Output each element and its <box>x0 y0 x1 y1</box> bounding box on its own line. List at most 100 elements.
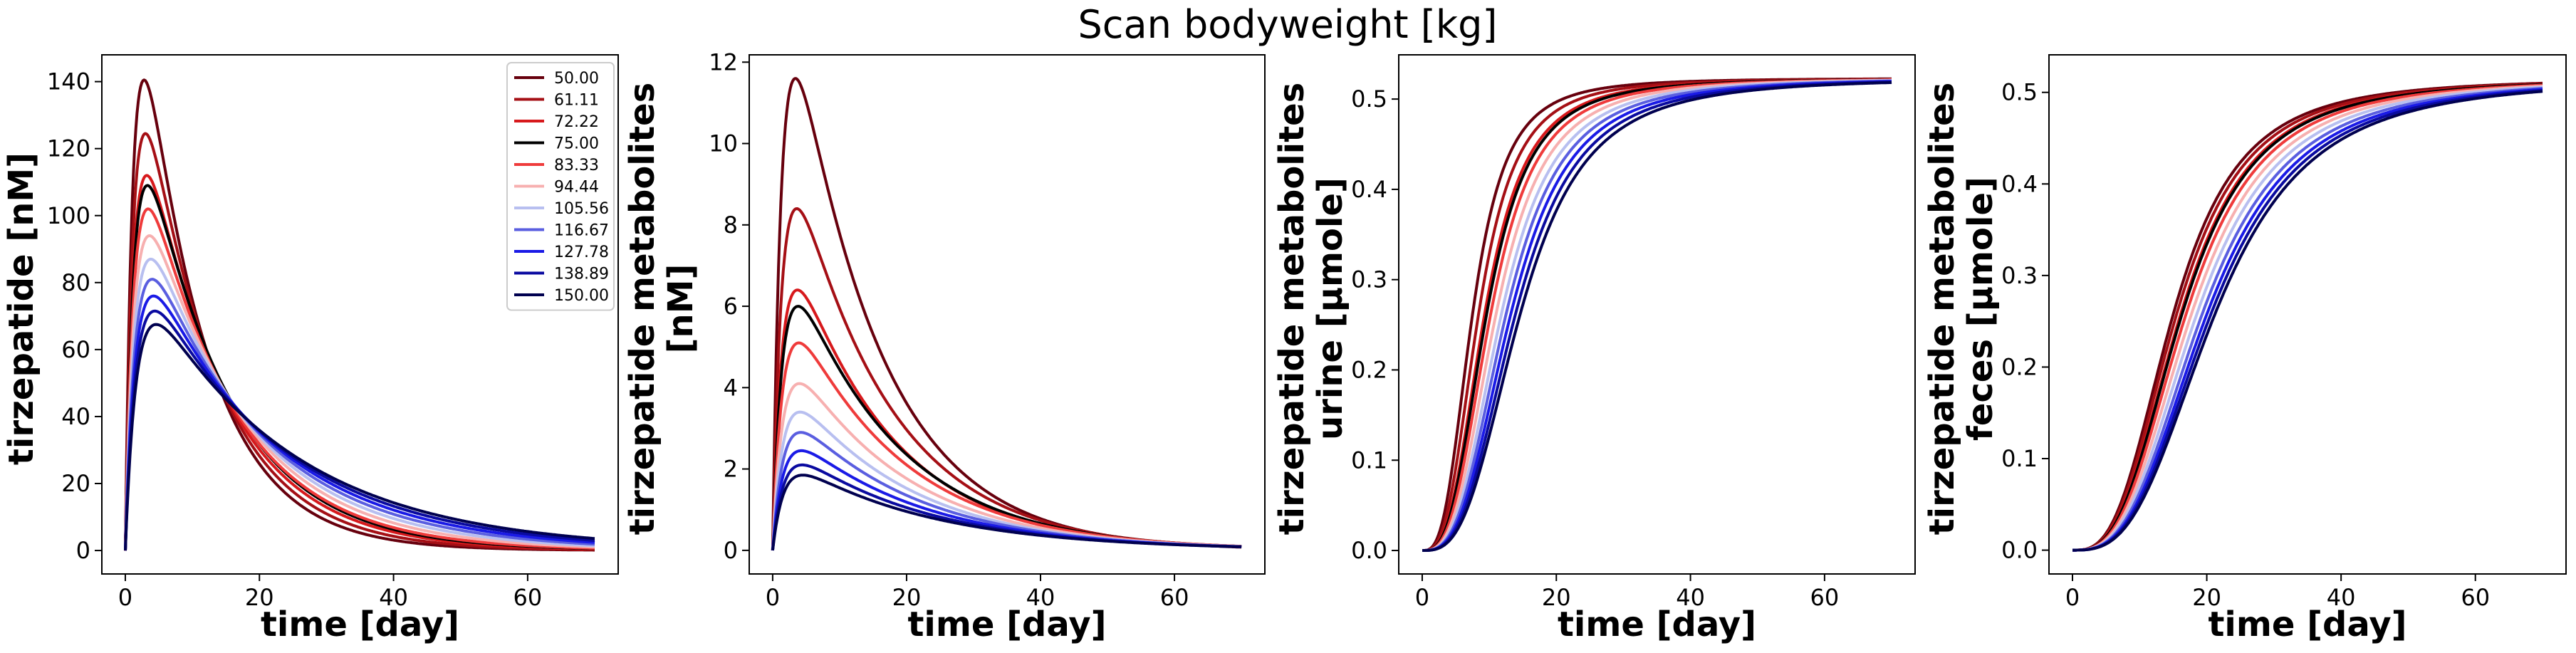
chart-panel-4: 0 20 40 60 0.0 0.1 0.2 0.3 0.4 0.5 time [day] tirze… <box>1922 54 2567 644</box>
y-tick-label: 60 <box>61 336 90 363</box>
legend-label-116.67: 116.67 <box>554 222 609 240</box>
chart-panel-2: 0 20 40 60 0 2 4 6 8 10 12 time [day] tirzepatide me… <box>622 48 1266 644</box>
x-tick-label: 40 <box>1676 584 1705 611</box>
y-tick-label: 0.2 <box>2001 353 2038 380</box>
series-line-127.78 <box>771 449 1242 551</box>
y-axis-label-line-1: tirzepatide [nM] <box>1 152 41 465</box>
y-tick-label: 0.2 <box>1351 356 1387 383</box>
figure-title: Scan bodyweight [kg] <box>1078 2 1498 47</box>
axes-frame <box>2048 54 2567 575</box>
legend-label-75.00: 75.00 <box>554 135 599 153</box>
y-axis-label-line-2: feces [µmole] <box>1961 177 2001 441</box>
series-line-105.56 <box>124 257 595 551</box>
legend-label-138.89: 138.89 <box>554 266 609 283</box>
x-axis-label: time [day] <box>1558 605 1756 644</box>
series-line-150.00 <box>1422 80 1892 552</box>
series-line-127.78 <box>1422 80 1892 552</box>
x-tick-label: 0 <box>118 584 132 611</box>
x-tick-label: 0 <box>2065 584 2080 611</box>
series-line-138.89 <box>124 309 595 551</box>
y-tick-label: 10 <box>709 130 738 157</box>
legend: 50.00 61.11 72.22 75.00 83.33 94.44 105.56 116.… <box>506 62 615 311</box>
y-axis-label-line-2: [nM] <box>661 264 701 354</box>
series-line-72.22 <box>1422 78 1892 552</box>
y-tick-label: 0 <box>76 537 90 564</box>
y-tick-label: 140 <box>47 68 90 95</box>
axes-frame <box>1398 54 1916 575</box>
series-line-150.00 <box>771 474 1242 551</box>
y-tick-label: 0.4 <box>2001 170 2038 197</box>
x-tick-label: 20 <box>245 584 274 611</box>
x-tick-label: 0 <box>1415 584 1429 611</box>
y-tick-label: 0.4 <box>1351 176 1387 203</box>
y-tick-label: 6 <box>724 293 738 320</box>
series-line-138.89 <box>2072 88 2543 552</box>
series-line-116.67 <box>1422 79 1892 552</box>
y-axis-label-line-1: tirzepatide metabolites <box>1272 83 1312 536</box>
x-tick-label: 60 <box>1160 584 1189 611</box>
y-axis-label-line-1: tirzepatide metabolites <box>622 83 662 536</box>
series-line-116.67 <box>2072 87 2543 552</box>
y-tick-label: 20 <box>61 470 90 497</box>
legend-label-50.00: 50.00 <box>554 70 599 88</box>
x-tick-label: 20 <box>2192 584 2221 611</box>
y-tick-label: 8 <box>724 211 738 239</box>
y-tick-label: 0.3 <box>2001 262 2038 289</box>
axes-frame <box>749 54 1266 575</box>
y-tick-label: 0 <box>724 537 738 564</box>
y-tick-label: 120 <box>47 135 90 162</box>
series-line-61.11 <box>1422 78 1892 552</box>
series-line-72.22 <box>771 288 1242 550</box>
chart-panel-1: 0 20 40 60 0 20 40 60 80 100 120 140 time [day] tirze… <box>1 54 619 644</box>
series-line-116.67 <box>124 278 595 551</box>
legend-label-61.11: 61.11 <box>554 92 599 110</box>
y-tick-label: 0.5 <box>2001 79 2038 106</box>
y-tick-label: 0.1 <box>2001 445 2038 472</box>
x-tick-label: 60 <box>513 584 543 611</box>
x-axis-label: time [day] <box>261 605 459 644</box>
chart-panel-3: 0 20 40 60 0.0 0.1 0.2 0.3 0.4 0.5 time [day] tirze… <box>1272 54 1916 644</box>
legend-label-72.22: 72.22 <box>554 113 599 131</box>
y-tick-label: 4 <box>724 374 738 401</box>
series-line-83.33 <box>1422 78 1892 552</box>
x-tick-label: 60 <box>2461 584 2490 611</box>
x-axis-label: time [day] <box>2208 605 2406 644</box>
axes-frame <box>101 54 619 575</box>
y-axis-label-line-1: tirzepatide metabolites <box>1922 83 1962 536</box>
series-line-138.89 <box>1422 80 1892 552</box>
y-tick-label: 100 <box>47 202 90 229</box>
legend-label-150.00: 150.00 <box>554 287 609 305</box>
y-tick-label: 0.5 <box>1351 85 1387 113</box>
series-line-94.44 <box>1422 78 1892 552</box>
legend-label-83.33: 83.33 <box>554 157 599 174</box>
x-tick-label: 40 <box>379 584 408 611</box>
series-line-50.00 <box>1422 77 1892 552</box>
y-tick-label: 0.1 <box>1351 446 1387 474</box>
series-line-105.56 <box>1422 79 1892 552</box>
y-tick-label: 0.0 <box>2001 537 2038 564</box>
series-line-127.78 <box>124 294 595 551</box>
x-tick-label: 40 <box>2327 584 2356 611</box>
legend-label-127.78: 127.78 <box>554 244 609 261</box>
y-tick-label: 12 <box>709 48 738 75</box>
legend-frame <box>506 62 615 311</box>
x-tick-label: 20 <box>892 584 922 611</box>
x-axis-label: time [day] <box>907 605 1106 644</box>
y-tick-label: 80 <box>61 269 90 296</box>
series-line-75.00 <box>1422 78 1892 552</box>
x-tick-label: 20 <box>1542 584 1571 611</box>
legend-label-105.56: 105.56 <box>554 200 609 218</box>
series-line-75.00 <box>771 305 1242 550</box>
series-line-94.44 <box>2072 85 2543 552</box>
x-tick-label: 40 <box>1026 584 1055 611</box>
y-tick-label: 40 <box>61 403 90 430</box>
series-line-61.11 <box>771 207 1242 550</box>
series-line-150.00 <box>124 323 595 551</box>
x-tick-label: 60 <box>1810 584 1840 611</box>
series-line-94.44 <box>124 234 595 551</box>
y-axis-label-line-2: urine [µmole] <box>1310 177 1350 440</box>
series-line-127.78 <box>2072 88 2543 552</box>
y-tick-label: 0.0 <box>1351 537 1387 564</box>
